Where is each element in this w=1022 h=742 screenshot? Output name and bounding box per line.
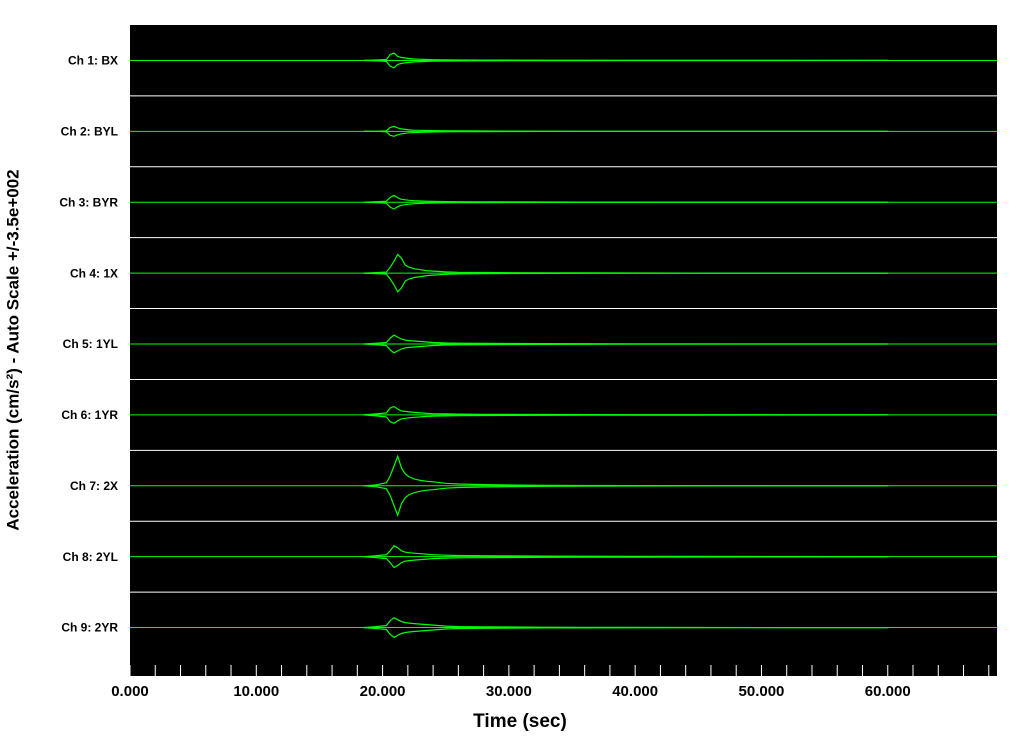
channel-label: Ch 5: 1YL [63, 337, 118, 351]
waveform-lower [363, 59, 888, 69]
channel-label: Ch 7: 2X [70, 479, 118, 493]
x-tick-label: 50.000 [739, 683, 785, 700]
x-tick-label: 0.000 [111, 683, 149, 700]
channel-label: Ch 3: BYR [59, 195, 118, 209]
x-tick-label: 10.000 [233, 683, 279, 700]
waveform-lower [363, 627, 888, 639]
waveform-lower [363, 414, 888, 424]
waveform-lower [363, 556, 888, 569]
waveform-lower [363, 272, 888, 293]
channel-label: Ch 9: 2YR [61, 621, 118, 635]
x-tick-label: 20.000 [360, 683, 406, 700]
x-tick-label: 40.000 [612, 683, 658, 700]
x-tick-label: 30.000 [486, 683, 532, 700]
waveform-lower [363, 485, 888, 518]
channel-label: Ch 1: BX [68, 54, 118, 68]
waveform-lower [363, 130, 888, 137]
waveform-lower [363, 201, 888, 210]
x-tick-label: 60.000 [865, 683, 911, 700]
channel-label: Ch 8: 2YL [63, 550, 118, 564]
channel-label: Ch 2: BYL [61, 125, 118, 139]
y-axis-label: Acceleration (cm/s²) - Auto Scale +/-3.5… [3, 169, 22, 530]
x-axis-label: Time (sec) [473, 711, 567, 732]
channel-label: Ch 4: 1X [70, 266, 118, 280]
plot-background [130, 25, 997, 676]
waveform-lower [363, 343, 888, 354]
waveform-upper [363, 545, 888, 558]
channel-label: Ch 6: 1YR [61, 408, 118, 422]
